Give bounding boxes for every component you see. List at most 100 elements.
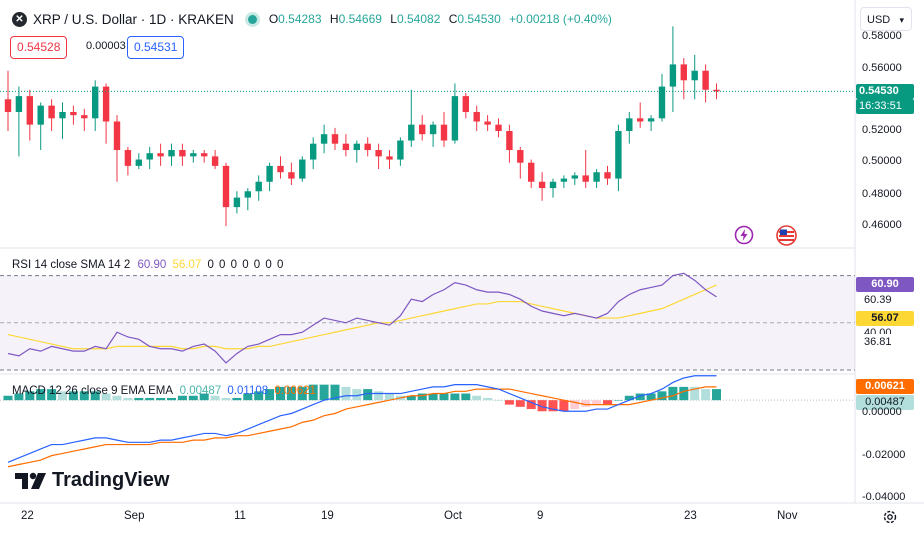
candle-body [70, 111, 77, 116]
macd-axis-label: -0.04000 [862, 491, 906, 503]
macd-histogram-bar [145, 397, 155, 401]
candle-body [331, 134, 339, 144]
candle-body [222, 165, 230, 208]
candle-body [626, 118, 633, 131]
candle-body [593, 172, 600, 182]
macd-histogram-bar [276, 386, 285, 401]
macd-histogram-bar [167, 397, 176, 401]
macd-histogram-bar [570, 400, 580, 410]
candle-body [233, 197, 241, 208]
time-axis-label: Oct [444, 510, 462, 522]
macd-histogram-bar [156, 397, 166, 401]
macd-histogram-bar [319, 384, 329, 401]
tradingview-logo[interactable]: TradingView [14, 469, 169, 492]
macd-histogram-bar [210, 395, 220, 401]
symbol-header[interactable]: ✕ XRP / U.S. Dollar · 1D · KRAKEN O0.542… [12, 9, 617, 29]
rsi-axis-label: 36.81 [864, 336, 892, 348]
rsi-indicator-label[interactable]: RSI 14 close SMA 14 2 60.90 56.07 0 0 0 … [12, 259, 285, 271]
currency-select[interactable]: USD ▾ [860, 7, 912, 31]
macd-axis-label: -0.02000 [862, 449, 906, 461]
rsi-pane [0, 272, 855, 371]
macd-histogram-bar [635, 393, 645, 401]
candle-body [473, 111, 480, 122]
candle-body [255, 181, 262, 192]
macd-histogram-bar [308, 384, 318, 401]
candle-body [26, 96, 33, 125]
price-axis-label: 0.52000 [862, 124, 902, 136]
sell-button[interactable]: 0.54528 [10, 36, 68, 59]
candle-body [102, 86, 110, 122]
macd-line-value: 0.01108 [227, 385, 269, 397]
candle-body [364, 143, 371, 151]
macd-histogram-bar [286, 386, 296, 401]
price-pane [0, 26, 855, 227]
macd-histogram-bar [439, 393, 449, 401]
time-axis-label: Nov [777, 510, 798, 522]
market-open-icon [247, 14, 257, 24]
time-axis-label: 22 [21, 510, 34, 522]
macd-histogram-bar [559, 400, 569, 412]
candle-body [320, 134, 328, 144]
candle-body [386, 156, 393, 160]
candle-body [375, 150, 382, 157]
price-change: +0.00218 (+0.40%) [509, 12, 612, 26]
macd-signal-value: 0.00621 [274, 385, 316, 397]
candle-body [495, 124, 502, 131]
macd-histogram-bar [472, 395, 482, 401]
macd-histogram-bar [417, 393, 427, 401]
candle-body [277, 165, 284, 173]
macd-histogram-bar [36, 389, 46, 401]
macd-histogram-bar [14, 393, 24, 401]
macd-histogram-bar [341, 386, 351, 401]
macd-histogram-bar [297, 386, 307, 401]
candle-body [702, 70, 709, 90]
rsi-extra-values: 0 0 0 0 0 0 0 [207, 259, 285, 271]
rsi-badge: 60.90 [856, 277, 914, 292]
time-axis-label: 9 [537, 510, 544, 522]
candle-body [408, 124, 415, 141]
macd-histogram-bar [123, 397, 133, 401]
macd-histogram-bar [504, 400, 514, 405]
candle-body [571, 175, 578, 179]
macd-histogram-bar [374, 391, 384, 401]
symbol-title[interactable]: XRP / U.S. Dollar · 1D · KRAKEN [33, 11, 234, 27]
candle-body [484, 121, 491, 125]
grid-lines [0, 0, 924, 504]
macd-histogram-bar [668, 386, 678, 401]
candle-body [669, 64, 677, 87]
macd-pane [0, 375, 855, 468]
macd-histogram-bar [450, 393, 460, 401]
rsi-axis-label: 60.39 [864, 294, 892, 306]
candle-body [190, 153, 197, 157]
macd-histogram-bar [603, 400, 612, 405]
rsi-sma-line [7, 284, 717, 350]
tradingview-logo-icon [15, 472, 46, 489]
macd-signal-badge: 0.00621 [856, 379, 914, 394]
macd-histogram-bar [646, 393, 656, 401]
ohlc-values: O0.54283 H0.54669 L0.54082 C0.54530 +0.0… [268, 12, 612, 26]
macd-histogram-bar [428, 393, 438, 401]
macd-histogram-bar [657, 391, 667, 401]
candle-body [637, 118, 644, 122]
macd-histogram-bar [58, 391, 67, 401]
us-flag-icon[interactable] [776, 225, 797, 246]
rsi-value: 60.90 [137, 259, 167, 271]
macd-histogram-bar [243, 393, 253, 401]
candle-body [157, 153, 164, 157]
macd-histogram-bar [134, 397, 144, 401]
buy-button[interactable]: 0.54531 [127, 36, 185, 59]
candle-body [4, 99, 12, 112]
macd-indicator-label[interactable]: MACD 12 26 close 9 EMA EMA 0.00487 0.011… [12, 385, 316, 397]
candle-body [201, 153, 208, 157]
candle-body [59, 111, 66, 119]
time-axis-label: 11 [234, 510, 246, 522]
price-axis-label: 0.56000 [862, 62, 902, 74]
flash-event-icon[interactable] [734, 225, 754, 245]
last-price-badge: 0.54530 [856, 84, 914, 99]
macd-histogram-bar [613, 400, 623, 401]
macd-histogram-bar [79, 391, 89, 401]
candle-body [528, 162, 535, 182]
macd-histogram-bar [581, 400, 591, 407]
gear-icon[interactable] [882, 509, 898, 525]
